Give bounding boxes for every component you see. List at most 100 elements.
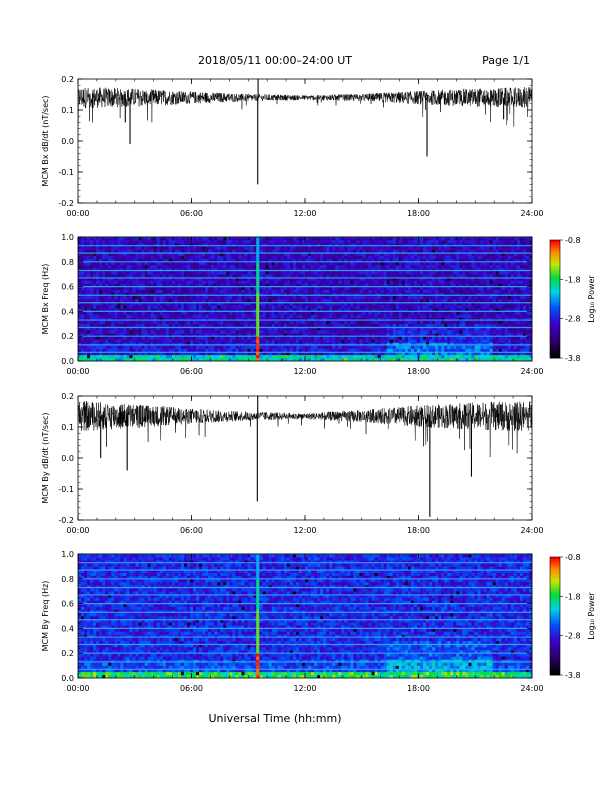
spectrogram-cell <box>423 289 427 294</box>
spectrogram-cell <box>374 274 378 278</box>
spectrogram-cell <box>344 326 348 331</box>
spectrogram-cell <box>356 333 360 337</box>
spectrogram-cell <box>135 342 139 346</box>
spectrogram-cell <box>401 354 406 359</box>
spectrogram-cell <box>250 320 254 325</box>
spectrogram-cell <box>386 264 391 269</box>
spectrogram-cell <box>435 345 439 349</box>
spectrogram-cell <box>344 280 348 284</box>
spectrogram-cell <box>78 274 82 278</box>
spectrogram-cell <box>426 277 430 281</box>
spectrogram-cell <box>193 314 197 318</box>
spectrogram-cell <box>99 289 103 294</box>
spectrogram-cell <box>117 277 121 281</box>
spectrogram-cell <box>108 277 112 281</box>
spectrogram-cell <box>374 348 378 352</box>
spectrogram-cell <box>420 302 424 306</box>
spectrogram-cell <box>180 314 185 318</box>
spectrogram-cell <box>410 286 415 290</box>
spectrogram-cell <box>244 286 248 290</box>
spectrogram-cell <box>389 295 394 300</box>
spectrogram-cell <box>338 277 342 281</box>
spectrogram-cell <box>214 289 218 294</box>
spectrogram-cell <box>150 277 154 281</box>
spectrogram-cell <box>120 286 124 290</box>
spectrogram-cell <box>153 317 157 321</box>
spectrogram-cell <box>81 261 85 266</box>
spectrogram-cell <box>407 345 412 349</box>
spectrogram-cell <box>292 268 297 272</box>
spectrogram-cell <box>265 342 269 346</box>
spectrogram-cell <box>413 348 418 352</box>
spectrogram-cell <box>235 354 239 359</box>
spectrogram-cell <box>211 348 215 352</box>
spectrogram-cell <box>365 351 369 356</box>
spectrogram-cell <box>253 280 257 284</box>
spectrogram-cell <box>156 292 161 297</box>
spectrogram-cell <box>126 286 130 290</box>
spectrogram-cell <box>401 323 406 328</box>
spectrogram-cell <box>301 299 306 303</box>
spectrogram-cell <box>126 261 130 266</box>
spectrogram-cell <box>111 271 115 275</box>
spectrogram-cell <box>301 264 306 269</box>
spectrogram-cell <box>386 292 391 297</box>
spectrogram-cell <box>111 292 115 297</box>
spectrogram-cell <box>377 302 381 306</box>
spectrogram-cell <box>271 339 276 343</box>
spectrogram-cell <box>144 305 148 309</box>
spectrogram-cell <box>314 292 318 297</box>
spectrogram-cell <box>135 357 139 362</box>
spectrogram-cell <box>114 264 118 269</box>
spectrogram-cell <box>117 302 121 306</box>
spectrogram-cell <box>90 258 94 263</box>
spectrogram-cell <box>329 243 333 247</box>
spectrogram-cell <box>196 286 200 290</box>
spectrogram-cell <box>438 308 442 312</box>
spectrogram-cell <box>404 243 409 247</box>
spectrogram-cell <box>235 258 239 263</box>
spectrogram-cell <box>147 283 151 287</box>
spectrogram-cell <box>298 345 303 349</box>
spectrogram-cell <box>241 333 245 337</box>
spectrogram-cell <box>223 320 227 325</box>
spectrogram-cell <box>341 308 345 312</box>
spectrogram-cell <box>344 354 348 359</box>
spectrogram-cell <box>226 286 230 290</box>
spectrogram-cell <box>78 283 82 287</box>
spectrogram-cell <box>159 255 164 259</box>
spectrogram-cell <box>404 320 409 325</box>
spectrogram-cell <box>265 323 269 328</box>
spectrogram-cell <box>144 342 148 346</box>
spectrogram-cell <box>141 268 145 272</box>
spectrogram-cell <box>223 295 227 300</box>
spectrogram-cell <box>202 283 206 287</box>
spectrogram-cell <box>244 252 248 256</box>
spectrogram-cell <box>404 292 409 297</box>
spectrogram-cell <box>253 240 257 244</box>
spectrogram-cell <box>350 317 354 321</box>
spectrogram-cell <box>177 311 182 315</box>
spectrogram-cell <box>380 246 384 250</box>
spectrogram-cell <box>298 295 303 300</box>
spectrogram-cell <box>301 268 306 272</box>
spectrogram-cell <box>165 283 170 287</box>
spectrogram-cell <box>320 330 324 334</box>
spectrogram-cell <box>286 323 291 328</box>
spectrogram-cell <box>320 255 324 259</box>
spectrogram-cell <box>102 246 106 250</box>
spectrogram-cell <box>117 268 121 272</box>
spectrogram-cell <box>114 348 118 352</box>
spectrogram-cell <box>289 320 294 325</box>
spectrogram-cell <box>177 314 182 318</box>
spectrogram-cell <box>407 274 412 278</box>
spectrogram-cell <box>126 357 130 362</box>
spectrogram-cell <box>404 317 409 321</box>
spectrogram-cell <box>404 336 409 340</box>
spectrogram-cell <box>241 237 245 241</box>
spectrogram-cell <box>416 351 421 356</box>
spectrogram-cell <box>274 357 279 362</box>
spectrogram-cell <box>138 258 142 263</box>
spectrogram-cell <box>214 240 218 244</box>
spectrogram-cell <box>413 314 418 318</box>
